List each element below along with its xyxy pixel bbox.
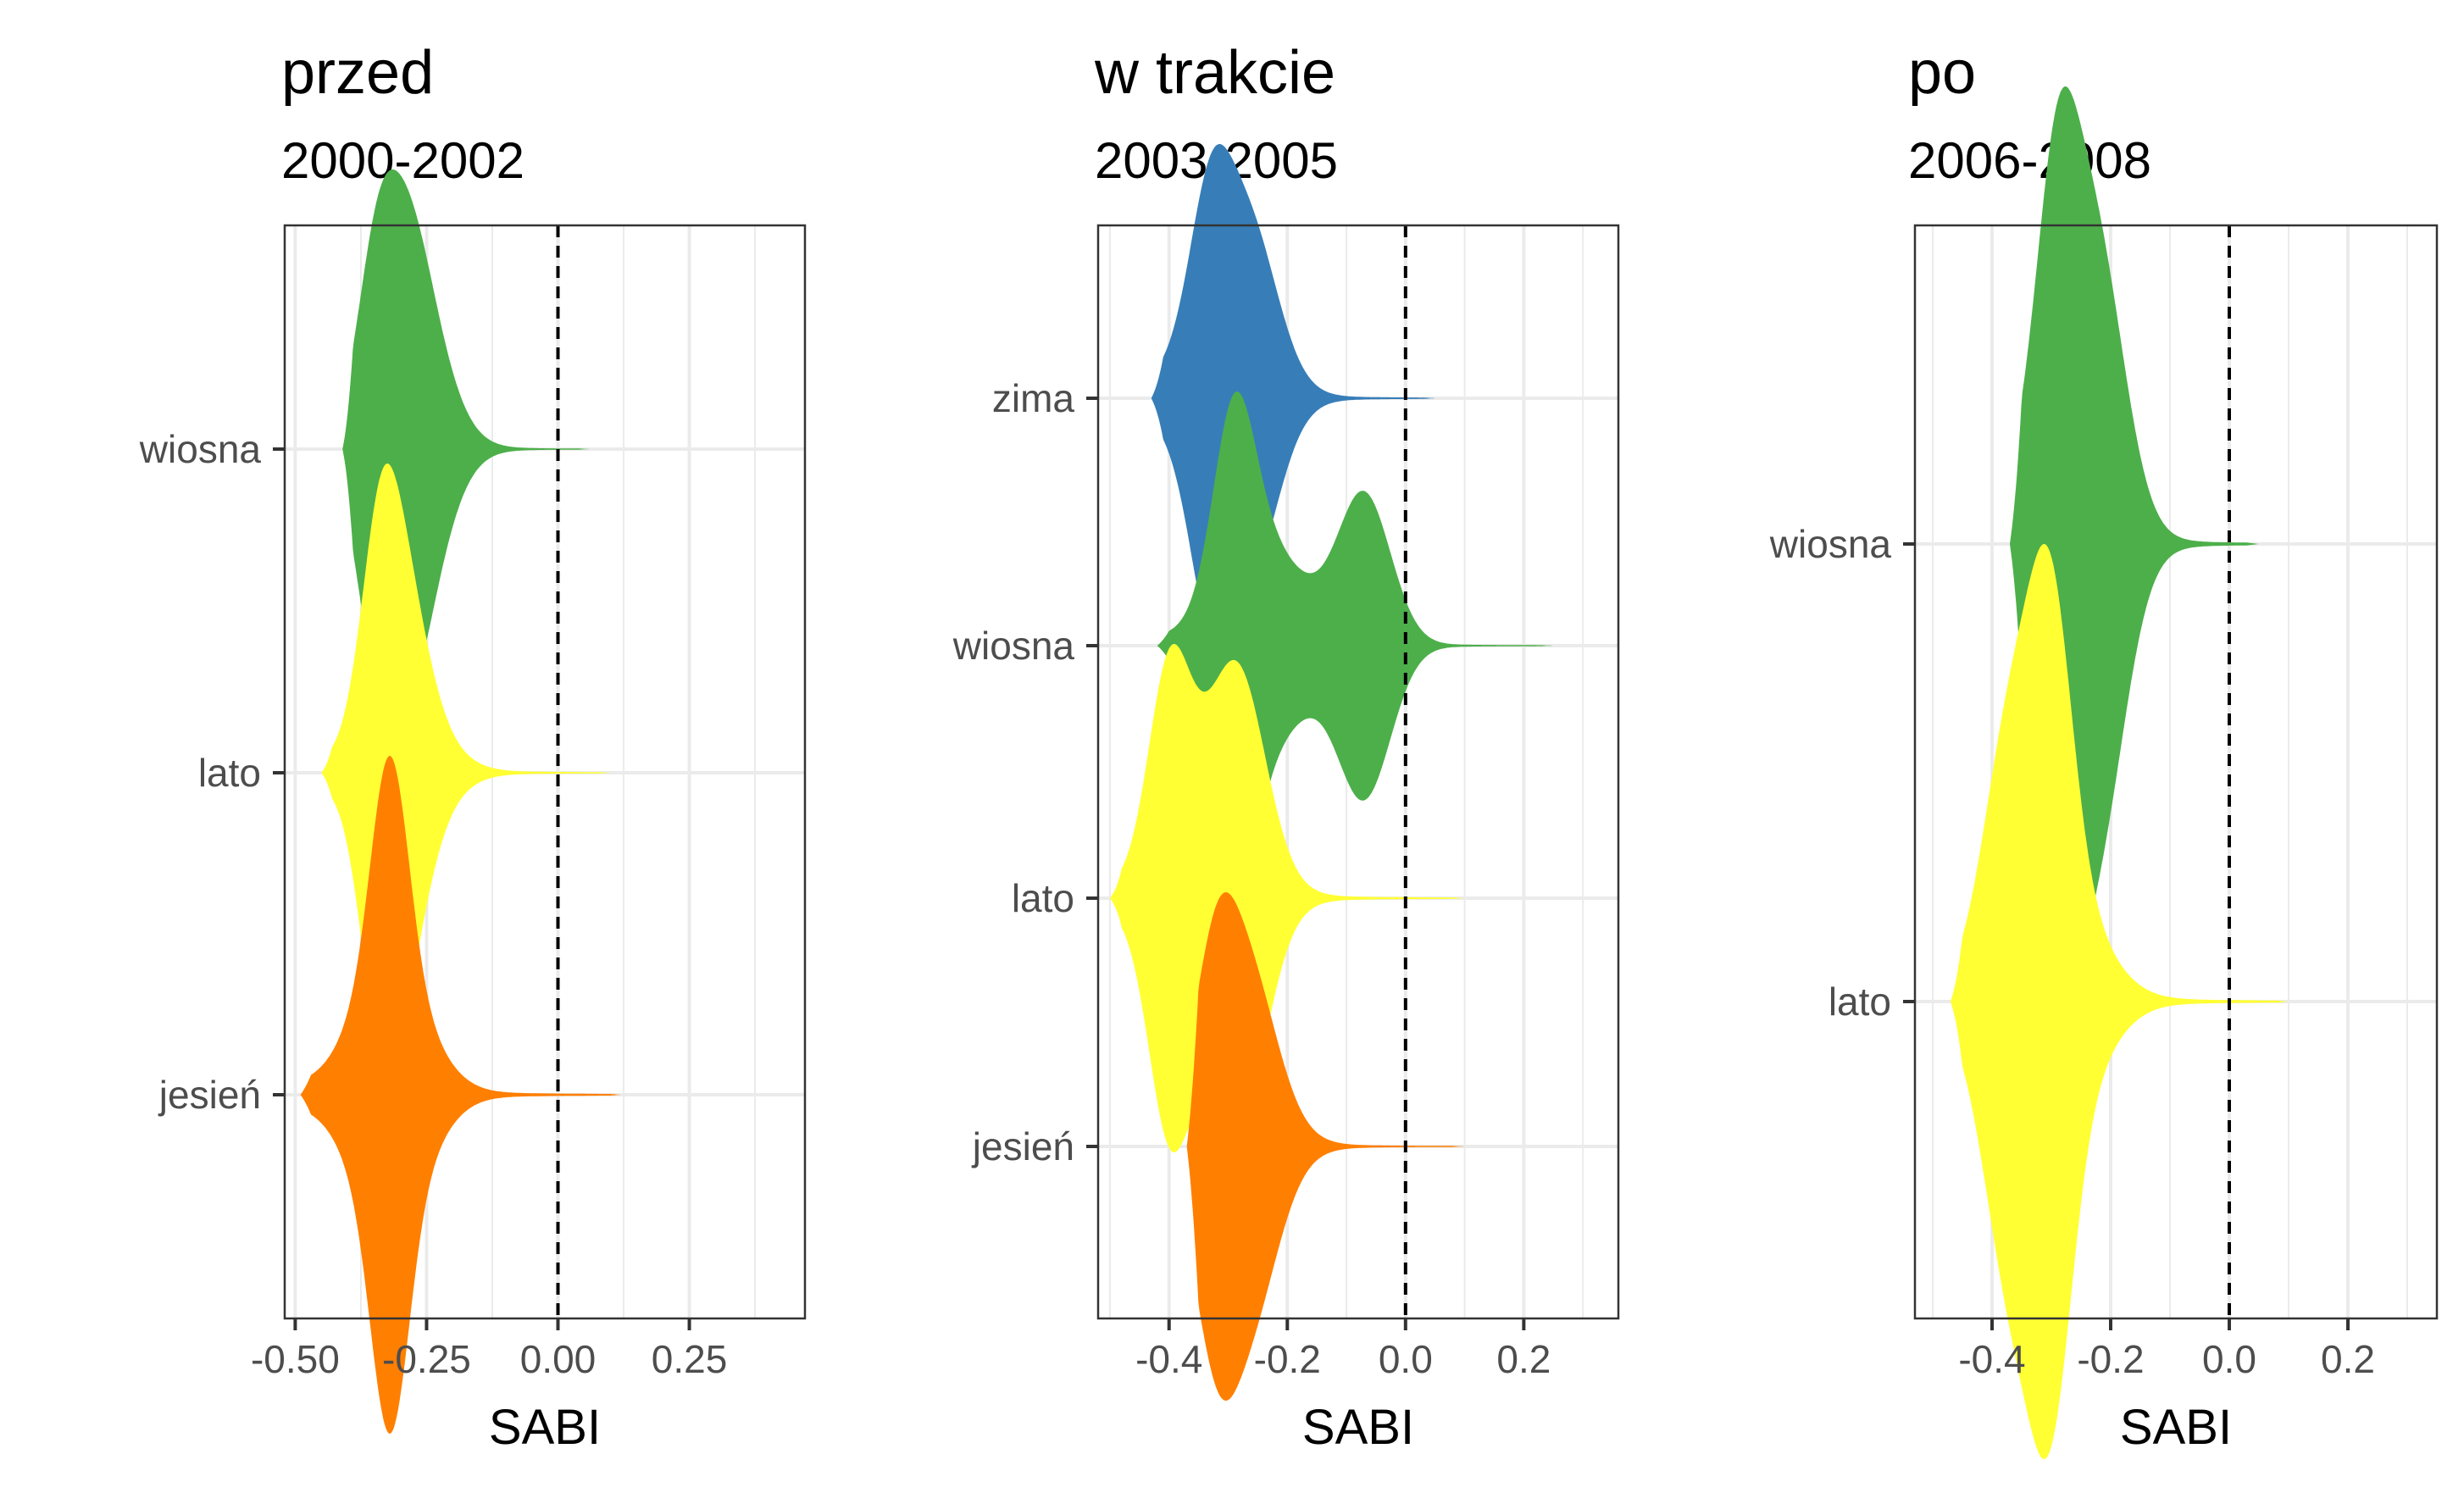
y-tick-label: lato: [198, 751, 261, 795]
y-tick-label: lato: [1012, 876, 1074, 920]
y-tick-label: jesień: [158, 1073, 261, 1117]
violin-jesień: [1186, 892, 1465, 1401]
plot-border: [1096, 224, 1620, 1320]
x-tick-label: -0.2: [2077, 1337, 2144, 1381]
y-tick-label: lato: [1829, 980, 1891, 1024]
x-tick-label: -0.4: [1958, 1337, 2025, 1381]
panel-title: po: [1908, 39, 1977, 107]
x-axis-title: SABI: [1302, 1400, 1414, 1455]
panel-subtitle: 2000-2002: [281, 132, 524, 189]
violin-lato: [1951, 544, 2289, 1459]
violin-jesień: [300, 756, 621, 1434]
panel-po: po 2006-2008 wiosna lato -0.4 -0.2 0.0 0.2 SAB…: [1627, 0, 2464, 1493]
panel-przed: przed 2000-2002 wiosna lato jesień -0.50 -0.…: [0, 0, 813, 1493]
x-axis-title: SABI: [2120, 1400, 2232, 1455]
y-tick-label: wiosna: [952, 624, 1075, 668]
x-tick-label: 0.0: [1379, 1337, 1433, 1381]
y-tick-label: wiosna: [139, 427, 262, 471]
violin-plot-w-trakcie: zima wiosna lato jesień -0.4 -0.2 0.0 0.2 SABI: [952, 144, 1620, 1455]
x-tick-label: -0.25: [382, 1337, 471, 1381]
y-tick-label: zima: [992, 376, 1075, 420]
violin-plot-po: wiosna lato -0.4 -0.2 0.0 0.2 SABI: [1769, 86, 2439, 1459]
x-tick-label: -0.4: [1135, 1337, 1202, 1381]
panel-w-trakcie: w trakcie 2003-2005 zimawiosnalatojesień…: [813, 0, 1627, 1493]
x-tick-label: 0.0: [2202, 1337, 2256, 1381]
violin-plot-przed: wiosna lato jesień -0.50 -0.25 0.00 0.25 SABI: [139, 169, 807, 1455]
x-tick-label: -0.50: [251, 1337, 340, 1381]
panel-subtitle: 2006-2008: [1908, 132, 2151, 189]
plot-border: [1913, 224, 2439, 1320]
x-axis-title: SABI: [489, 1400, 601, 1455]
x-tick-label: 0.2: [2321, 1337, 2375, 1381]
y-tick-label: wiosna: [1769, 522, 1892, 566]
panel-title: przed: [281, 39, 435, 107]
x-tick-label: 0.2: [1496, 1337, 1551, 1381]
x-tick-label: 0.25: [652, 1337, 728, 1381]
x-tick-label: 0.00: [520, 1337, 597, 1381]
panel-title: w trakcie: [1095, 39, 1336, 107]
y-tick-label: jesień: [971, 1124, 1074, 1168]
x-tick-label: -0.2: [1254, 1337, 1321, 1381]
